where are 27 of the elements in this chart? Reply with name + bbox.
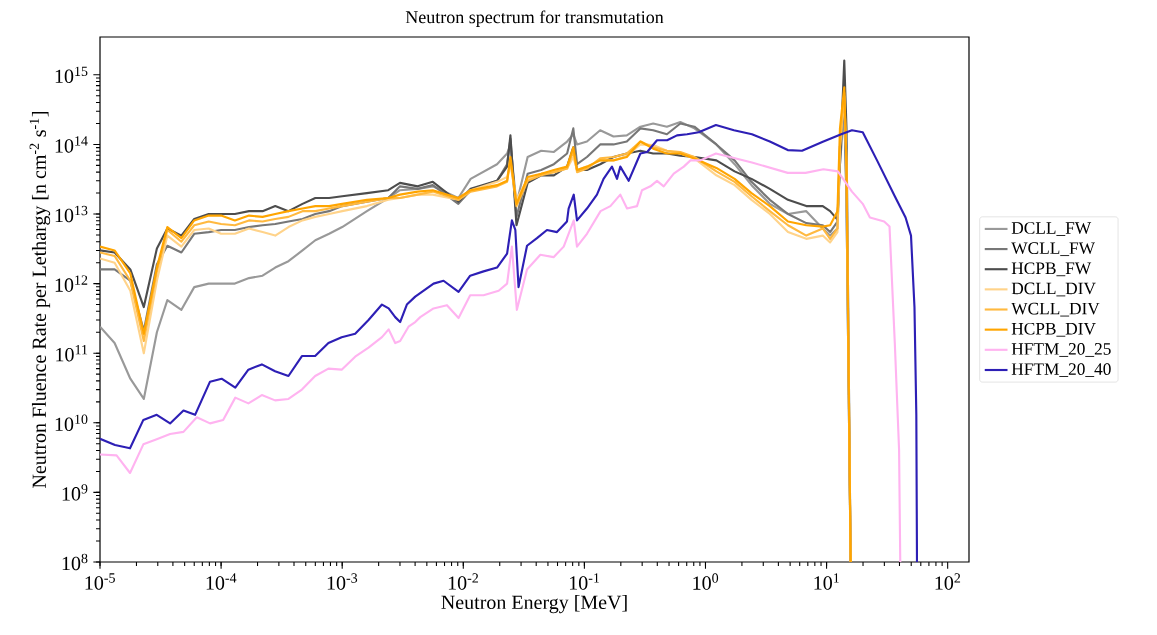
legend-label: HCPB_DIV [1011, 322, 1096, 337]
x-tick-label: 10$^{1}$ [814, 573, 839, 590]
x-tick-label: 10$^{-2}$ [448, 573, 479, 590]
y-tick-label: 10$^{11}$ [56, 345, 88, 362]
legend-label: DCLL_FW [1011, 222, 1092, 236]
x-tick-label: 10$^{-3}$ [327, 573, 358, 590]
x-tick-label: 10$^{2}$ [935, 573, 961, 590]
legend-label: HFTM_20_40 [1011, 363, 1111, 378]
legend-label: DCLL_DIV [1011, 282, 1096, 297]
y-axis-title: Neutron Fluence Rate per Lethargy [n cm$^{-2}$ s$^{-1}$] [29, 111, 51, 488]
y-tick-label: 10$^{8}$ [62, 553, 88, 571]
legend-label: HCPB_FW [1011, 262, 1092, 277]
legend-label: WCLL_DIV [1011, 302, 1100, 317]
x-tick-label: 10$^{-5}$ [85, 573, 115, 590]
y-tick-label: 10$^{9}$ [62, 484, 88, 501]
legend-label: WCLL_FW [1011, 242, 1095, 257]
x-tick-label: 10$^{-1}$ [569, 573, 600, 590]
x-axis-title: Neutron Energy [MeV] [441, 595, 627, 614]
legend-label: HFTM_20_25 [1011, 343, 1111, 357]
y-tick-label: 10$^{12}$ [55, 275, 88, 292]
x-tick-label: 10$^{-4}$ [206, 573, 237, 590]
chart-title: Neutron spectrum for transmutation [405, 10, 664, 27]
x-tick-label: 10$^{0}$ [693, 573, 719, 590]
y-tick-label: 10$^{13}$ [55, 205, 88, 223]
y-tick-label: 10$^{14}$ [55, 136, 88, 153]
y-tick-label: 10$^{10}$ [55, 414, 88, 432]
y-tick-label: 10$^{15}$ [55, 66, 88, 84]
